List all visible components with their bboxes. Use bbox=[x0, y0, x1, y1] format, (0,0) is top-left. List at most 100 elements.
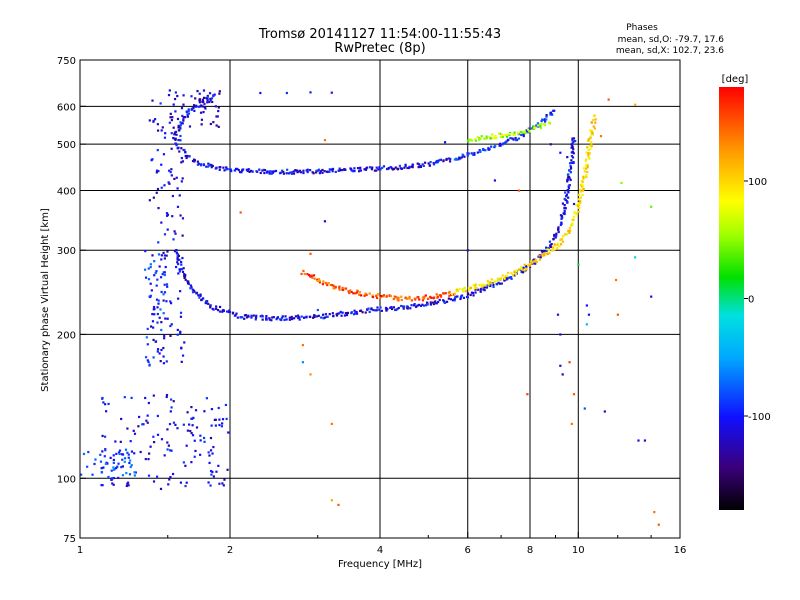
cluster-echo-point bbox=[174, 232, 177, 235]
chart-title: Tromsø 20141127 11:54:00-11:55:43 bbox=[258, 27, 501, 42]
cluster-echo-point bbox=[147, 360, 150, 364]
trace-echo-point bbox=[541, 118, 544, 121]
trace-echo-point bbox=[545, 113, 548, 117]
trace-echo-point bbox=[278, 318, 282, 321]
cluster-echo-point bbox=[174, 265, 178, 269]
cluster-echo-point bbox=[180, 161, 183, 164]
trace-echo-point bbox=[443, 301, 446, 304]
trace-echo-point bbox=[285, 172, 288, 175]
trace-echo-point bbox=[342, 288, 345, 292]
trace-echo-point bbox=[473, 287, 476, 290]
trace-echo-point bbox=[209, 304, 212, 308]
trace-echo-point bbox=[566, 180, 569, 183]
cluster-echo-point bbox=[159, 308, 162, 311]
trace-echo-point bbox=[313, 314, 316, 317]
trace-echo-point bbox=[305, 169, 308, 172]
cluster-echo-point bbox=[184, 464, 187, 467]
scattered-echo-point bbox=[653, 511, 656, 514]
trace-echo-point bbox=[568, 231, 571, 234]
trace-echo-point bbox=[451, 299, 455, 302]
trace-echo-point bbox=[240, 169, 244, 172]
trace-echo-point bbox=[218, 166, 221, 169]
trace-echo-point bbox=[259, 171, 262, 175]
y-tick-label: 100 bbox=[57, 474, 76, 485]
trace-echo-point bbox=[570, 159, 573, 162]
trace-echo-point bbox=[187, 112, 191, 115]
trace-echo-point bbox=[267, 170, 271, 174]
trace-echo-point bbox=[498, 142, 502, 145]
trace-echo-point bbox=[181, 270, 185, 273]
trace-echo-point bbox=[176, 256, 179, 259]
trace-echo-point bbox=[555, 232, 558, 235]
trace-echo-point bbox=[435, 302, 438, 305]
cluster-echo-point bbox=[193, 455, 196, 458]
trace-echo-point bbox=[218, 92, 221, 95]
trace-echo-point bbox=[262, 168, 265, 172]
trace-echo-point bbox=[591, 131, 594, 134]
cluster-echo-point bbox=[130, 396, 133, 400]
trace-echo-point bbox=[483, 289, 486, 292]
cluster-echo-point bbox=[169, 112, 172, 115]
trace-echo-point bbox=[559, 243, 563, 246]
trace-echo-point bbox=[218, 90, 221, 93]
cluster-echo-point bbox=[117, 462, 120, 465]
cluster-echo-point bbox=[126, 451, 129, 454]
scattered-echo-point bbox=[517, 189, 521, 192]
trace-echo-point bbox=[529, 262, 532, 265]
trace-echo-point bbox=[543, 252, 546, 255]
cluster-echo-point bbox=[123, 396, 126, 399]
cluster-echo-point bbox=[215, 115, 218, 118]
cluster-echo-point bbox=[100, 471, 104, 474]
trace-echo-point bbox=[587, 139, 590, 142]
trace-echo-point bbox=[530, 260, 533, 263]
trace-echo-point bbox=[218, 168, 221, 171]
scattered-echo-point bbox=[526, 393, 529, 396]
trace-echo-point bbox=[550, 112, 553, 116]
trace-echo-point bbox=[567, 175, 571, 179]
trace-echo-point bbox=[472, 153, 475, 156]
trace-echo-point bbox=[198, 296, 201, 299]
trace-echo-point bbox=[290, 317, 294, 321]
trace-echo-point bbox=[181, 122, 184, 125]
trace-echo-point bbox=[429, 161, 432, 164]
trace-echo-point bbox=[390, 166, 393, 169]
cluster-echo-point bbox=[156, 123, 159, 126]
cluster-echo-point bbox=[162, 153, 166, 156]
cluster-echo-point bbox=[127, 456, 130, 459]
trace-echo-point bbox=[317, 278, 321, 281]
trace-echo-point bbox=[530, 127, 533, 130]
trace-echo-point bbox=[394, 166, 397, 169]
trace-echo-point bbox=[221, 309, 224, 312]
cluster-echo-point bbox=[159, 102, 162, 105]
trace-echo-point bbox=[368, 166, 372, 169]
trace-echo-point bbox=[497, 281, 500, 284]
trace-echo-point bbox=[291, 170, 294, 174]
cluster-echo-point bbox=[144, 249, 147, 253]
phase-info-o-mode: mean, sd,O: -79.7, 17.6 bbox=[618, 35, 725, 45]
trace-echo-point bbox=[557, 226, 560, 229]
cluster-echo-point bbox=[166, 213, 170, 216]
cluster-echo-point bbox=[156, 350, 159, 353]
x-tick-label: 6 bbox=[465, 545, 471, 556]
trace-echo-point bbox=[312, 316, 315, 319]
trace-echo-point bbox=[196, 160, 200, 163]
trace-echo-point bbox=[255, 314, 258, 317]
cluster-echo-point bbox=[107, 402, 110, 406]
cluster-echo-point bbox=[170, 118, 174, 122]
cluster-echo-point bbox=[162, 251, 165, 254]
trace-echo-point bbox=[215, 307, 218, 310]
cluster-echo-point bbox=[176, 328, 179, 332]
trace-echo-point bbox=[388, 294, 391, 297]
trace-echo-point bbox=[581, 189, 584, 192]
trace-echo-point bbox=[454, 296, 457, 299]
trace-echo-point bbox=[235, 312, 238, 315]
trace-echo-point bbox=[191, 291, 195, 294]
trace-echo-point bbox=[586, 152, 590, 155]
trace-echo-point bbox=[479, 283, 482, 286]
cluster-echo-point bbox=[100, 467, 103, 470]
trace-echo-point bbox=[567, 191, 570, 194]
trace-echo-point bbox=[205, 165, 208, 168]
cluster-echo-point bbox=[182, 423, 185, 426]
cluster-echo-point bbox=[168, 422, 172, 426]
trace-echo-point bbox=[293, 170, 296, 173]
